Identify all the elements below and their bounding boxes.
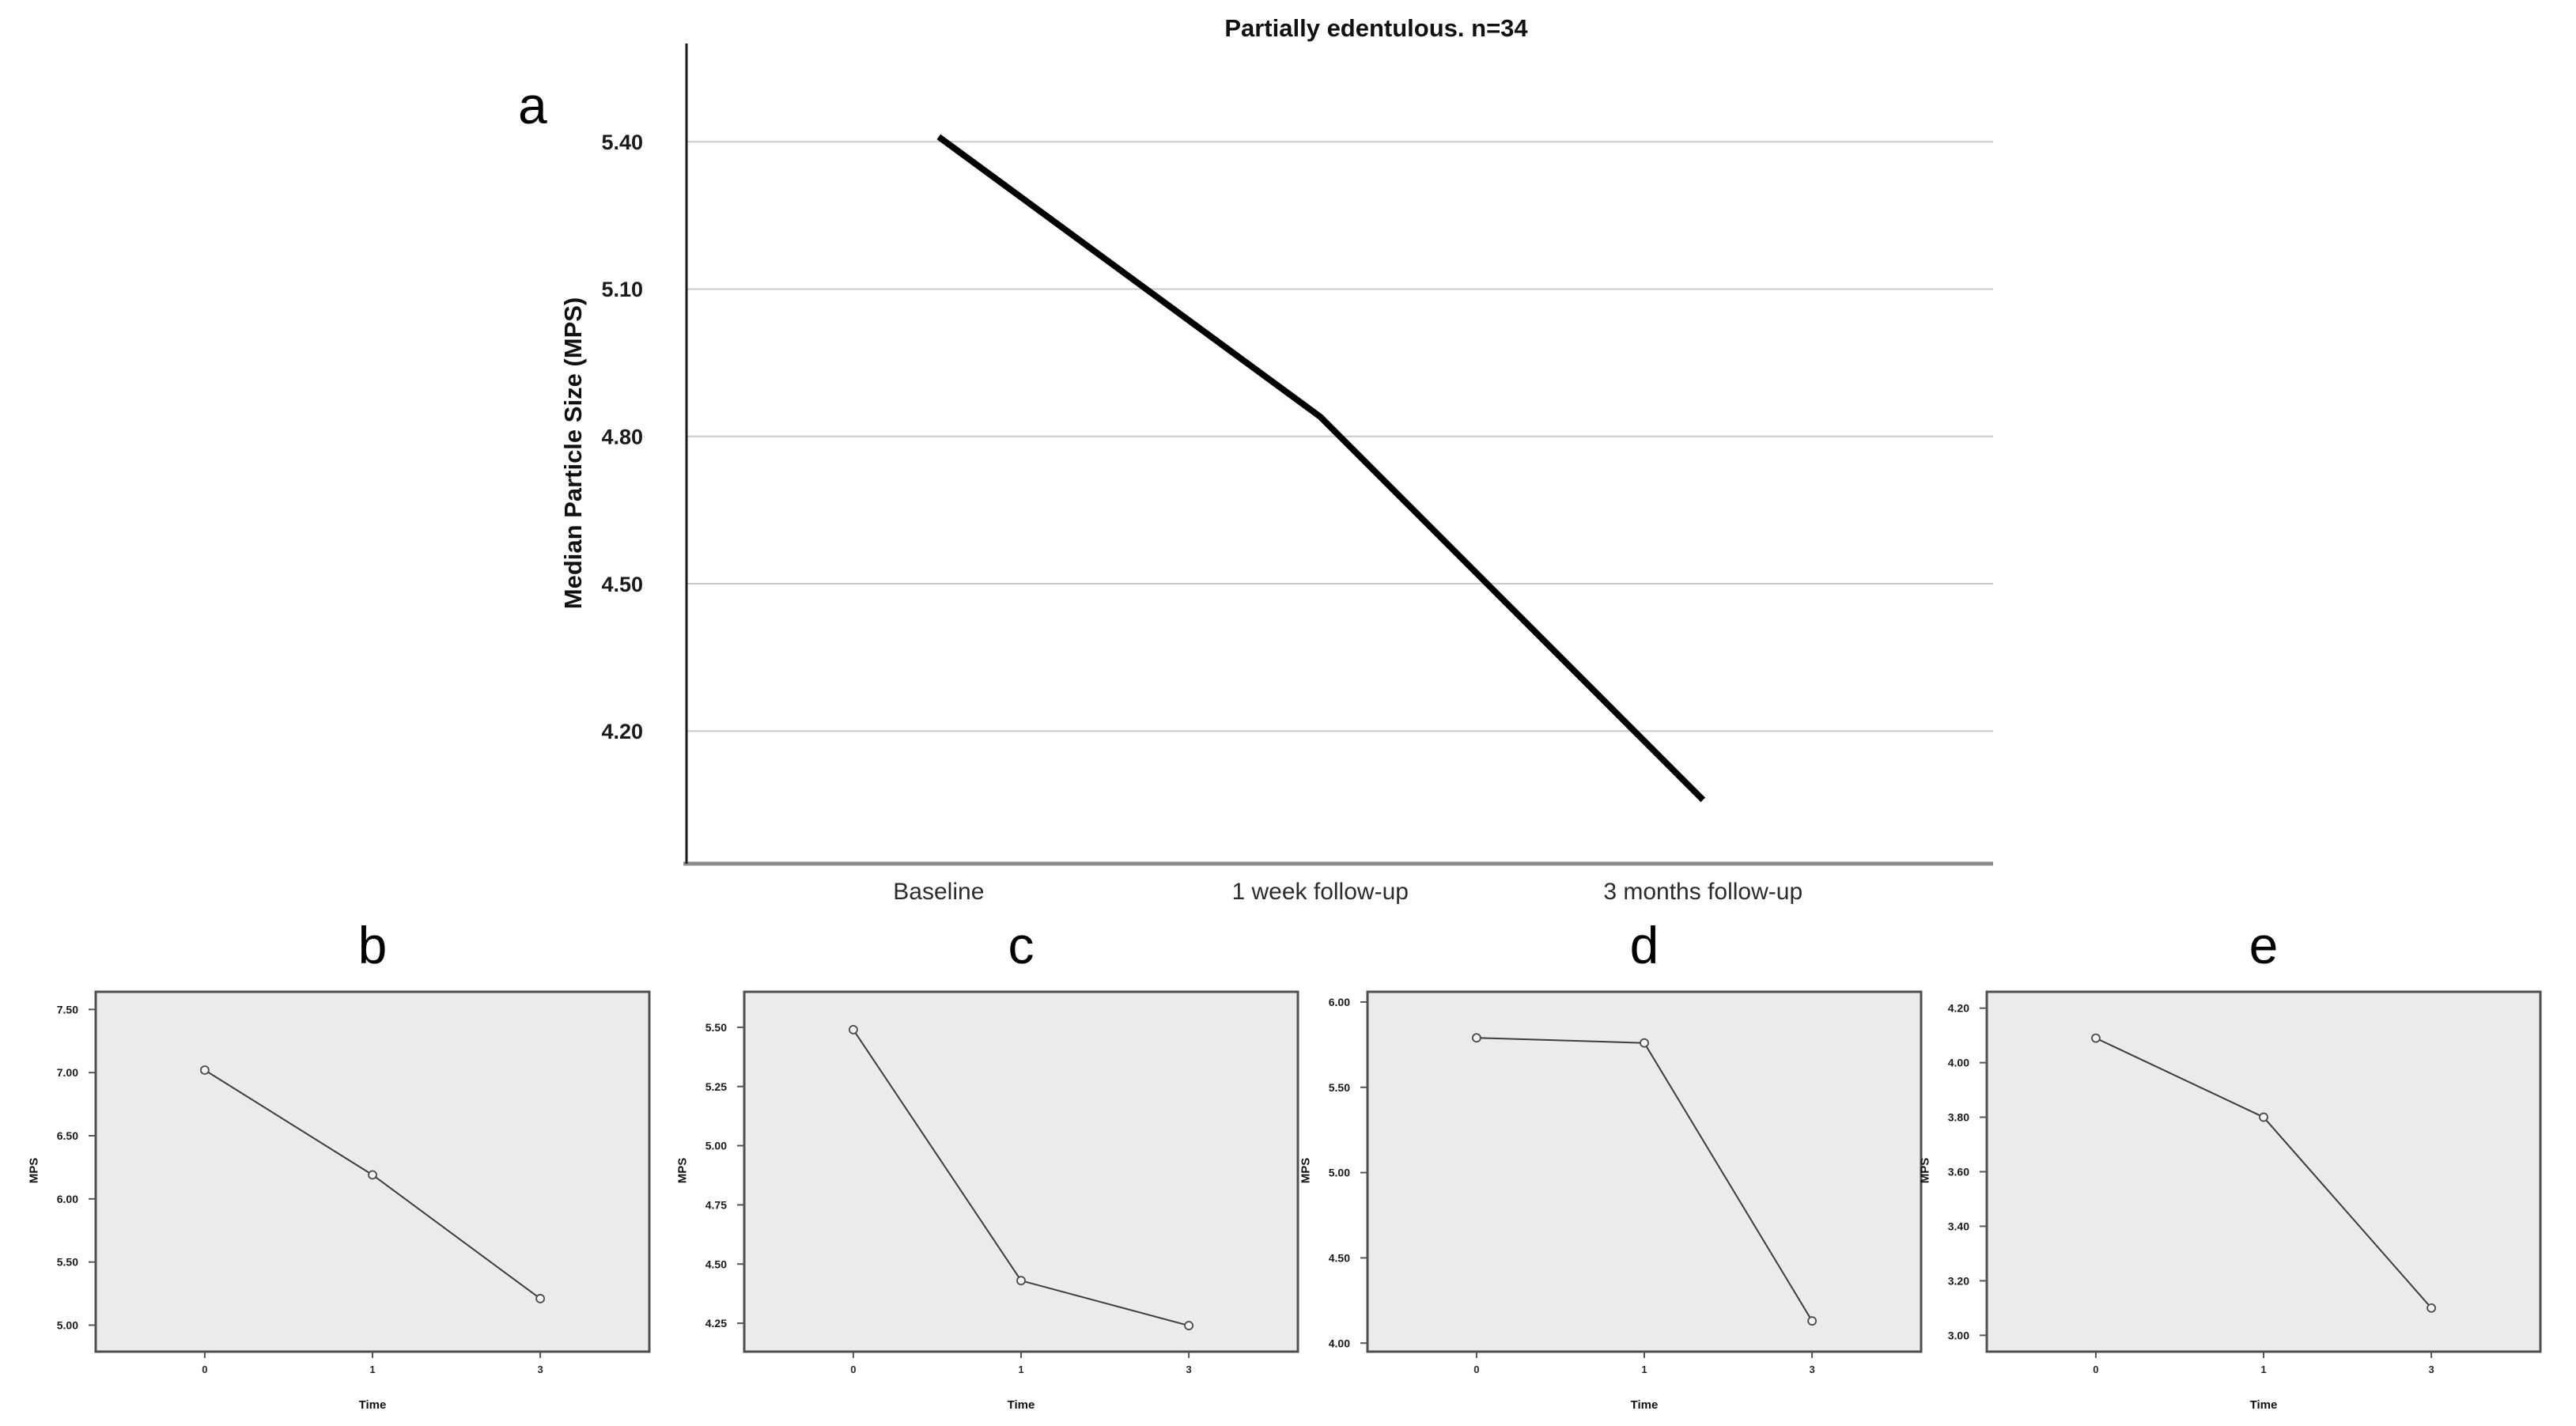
y-tick-label: 4.80: [601, 425, 643, 448]
data-point-marker: [1016, 1276, 1026, 1286]
y-tick-label: 7.00: [57, 1066, 78, 1079]
data-line: [936, 134, 1706, 803]
x-tick-label: 0: [1473, 1364, 1479, 1375]
y-tick-label: 6.00: [57, 1193, 78, 1205]
x-tick-label: 3: [537, 1364, 543, 1375]
panel-letter-d: d: [1629, 916, 1659, 974]
y-tick-label: 5.10: [601, 278, 643, 301]
y-tick-label: 5.00: [1329, 1167, 1350, 1179]
chart-d-plot: 6.00 5.50 5.00 4.50 4.00 0 1 3: [1329, 990, 1923, 1375]
plot-background: [687, 43, 1993, 864]
y-tick-label: 4.75: [705, 1198, 727, 1211]
x-tick-label: 1: [1641, 1364, 1647, 1375]
data-point-marker: [535, 1294, 545, 1303]
plot-background: [743, 990, 1299, 1353]
y-tick-label: 3.60: [1948, 1166, 1969, 1178]
chart-d-x-axis-label: Time: [1630, 1398, 1659, 1412]
data-point-marker: [1471, 1033, 1481, 1043]
panel-letter-b: b: [357, 916, 388, 974]
data-point-marker: [2090, 1033, 2101, 1043]
x-tick-label: 0: [202, 1364, 207, 1375]
data-point-marker: [1640, 1038, 1649, 1048]
panel-letter-a: a: [518, 76, 547, 134]
chart-e-x-axis-label: Time: [2249, 1398, 2278, 1412]
x-tick-label: 3 months follow-up: [1603, 879, 1802, 905]
y-tick-label: 3.40: [1948, 1220, 1969, 1232]
y-tick-label: 5.25: [705, 1080, 727, 1093]
y-tick-label: 5.00: [705, 1140, 727, 1152]
panel-letter-c: c: [1008, 916, 1035, 974]
y-tick-label: 5.50: [1329, 1081, 1350, 1094]
y-tick-label: 3.20: [1948, 1274, 1969, 1287]
chart-a-title: Partially edentulous. n=34: [1224, 14, 1528, 42]
x-tick-label: 1: [369, 1364, 375, 1375]
x-tick-label: Baseline: [893, 879, 984, 905]
y-tick-label: 5.00: [57, 1319, 78, 1332]
data-point-marker: [1807, 1316, 1817, 1326]
y-tick-label: 3.00: [1948, 1329, 1969, 1341]
plot-background: [1985, 990, 2542, 1353]
data-point-marker: [368, 1170, 377, 1180]
data-point-marker: [199, 1065, 210, 1075]
chart-b-x-axis-label: Time: [358, 1398, 387, 1412]
y-tick-label: 5.50: [57, 1256, 78, 1269]
x-tick-label: 3: [2428, 1364, 2434, 1375]
y-tick-label: 6.50: [57, 1129, 78, 1142]
y-tick-label: 3.80: [1948, 1111, 1969, 1124]
chart-e-plot: 4.20 4.00 3.80 3.60 3.40 3.20 3.00 0 1 3: [1948, 990, 2542, 1375]
y-tick-label: 4.00: [1329, 1337, 1350, 1349]
x-tick-label: 1: [2260, 1364, 2266, 1375]
x-tick-label: 1 week follow-up: [1231, 879, 1408, 905]
y-tick-label: 4.50: [705, 1258, 727, 1270]
y-tick-label: 4.20: [1948, 1002, 1969, 1015]
data-point-marker: [2259, 1112, 2268, 1122]
chart-a-y-axis-label: Median Particle Size (MPS): [559, 297, 587, 610]
x-tick-label: 0: [850, 1364, 856, 1375]
y-tick-label: 4.25: [705, 1317, 727, 1330]
y-tick-label: 4.00: [1948, 1057, 1969, 1069]
x-tick-label: 0: [2093, 1364, 2098, 1375]
data-point-marker: [1184, 1321, 1193, 1330]
y-tick-label: 4.50: [601, 573, 643, 596]
chart-c-plot: 5.50 5.25 5.00 4.75 4.50 4.25 0 1 3: [705, 990, 1299, 1375]
y-tick-label: 7.50: [57, 1003, 78, 1016]
x-tick-label: 3: [1186, 1364, 1191, 1375]
y-tick-label: 5.50: [705, 1021, 727, 1034]
y-tick-label: 4.20: [601, 720, 643, 743]
x-tick-label: 1: [1018, 1364, 1023, 1375]
y-tick-label: 6.00: [1329, 996, 1350, 1008]
x-tick-label: 3: [1809, 1364, 1814, 1375]
plot-background: [1366, 990, 1923, 1353]
y-tick-label: 5.40: [601, 130, 643, 154]
data-point-marker: [848, 1024, 858, 1035]
y-tick-label: 4.50: [1329, 1251, 1350, 1264]
chart-a-plot: 5.40 5.10 4.80 4.50 4.20 Baseline 1 week follo…: [601, 43, 1993, 905]
data-point-marker: [2427, 1303, 2436, 1313]
panel-letter-e: e: [2249, 916, 2279, 974]
chart-c-x-axis-label: Time: [1007, 1398, 1035, 1412]
chart-b-plot: 7.50 7.00 6.50 6.00 5.50 5.00 0 1 3: [57, 990, 651, 1375]
